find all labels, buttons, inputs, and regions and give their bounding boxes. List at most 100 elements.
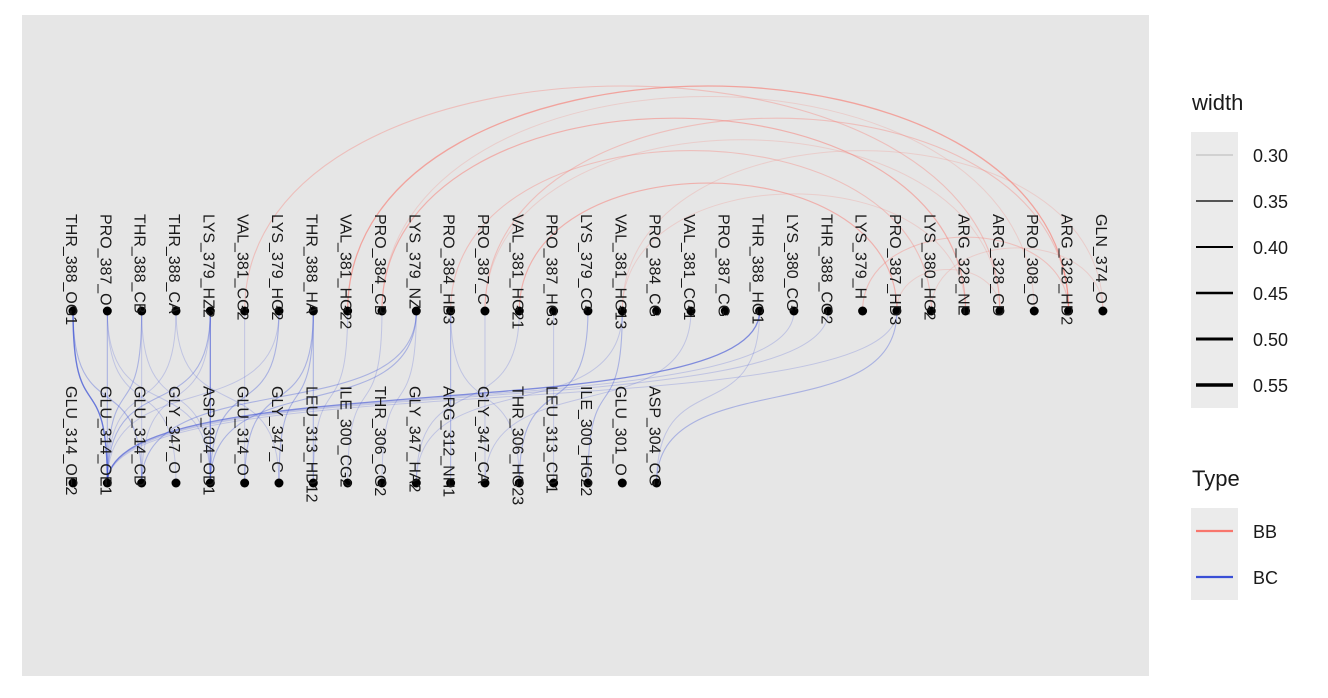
node-gln-374-o xyxy=(1098,306,1108,316)
node-leu-313-cd1 xyxy=(549,478,559,488)
node-label-asp-304-od1: ASP_304_OD1 xyxy=(199,386,216,496)
node-ile-300-cg2 xyxy=(343,478,353,488)
node-lys-379-hg2 xyxy=(274,306,284,316)
bc-edge-pro-387-o-to-gly-347-o xyxy=(106,310,177,484)
bc-edge-lys-379-nz-to-asp-304-od1 xyxy=(209,310,417,484)
node-label-lys-379-h: LYS_379_H xyxy=(852,214,869,299)
node-arg-328-hd2 xyxy=(1064,306,1074,316)
node-glu-314-oe1 xyxy=(102,478,112,488)
node-label-val-381-hg21: VAL_381_HG21 xyxy=(508,214,525,329)
node-label-leu-313-hd12: LEU_313_HD12 xyxy=(302,386,319,503)
node-pro-384-cb xyxy=(377,306,387,316)
node-thr-306-cg2 xyxy=(377,478,387,488)
node-thr-388-cg2 xyxy=(823,306,833,316)
bc-edge-thr-388-hg1-to-glu-314-oe1 xyxy=(106,310,761,484)
type-key-swatches xyxy=(1196,529,1233,579)
bb-edge-val-381-hg22-to-arg-328-hd2 xyxy=(346,85,1070,312)
bb-edge-pro-387-c-to-arg-328-hd2 xyxy=(484,117,1070,312)
node-thr-388-cb xyxy=(137,306,147,316)
bc-edge-lys-380-cg-to-glu-314-oe1 xyxy=(106,310,795,484)
bb-edge-pro-384-cb-to-arg-328-ne xyxy=(381,117,967,312)
bc-edge-pro-387-o-to-asp-304-od1 xyxy=(106,310,211,484)
node-val-381-cg2 xyxy=(240,306,250,316)
node-label-gln-374-o: GLN_374_O xyxy=(1092,214,1109,304)
bc-edge-pro-387-hd3-to-glu-314-oe1 xyxy=(106,310,898,484)
node-asp-304-od1 xyxy=(205,478,215,488)
bc-edge-thr-388-ha-to-glu-314-o xyxy=(244,310,314,484)
bb-edge-lys-380-hg2-to-gln-374-o xyxy=(930,247,1104,312)
node-label-glu-314-oe1: GLU_314_OE1 xyxy=(96,386,113,496)
node-pro-384-hb3 xyxy=(446,306,456,316)
bb-edge-pro-387-hd3-to-arg-328-cd xyxy=(896,269,1001,312)
node-label-lys-379-cg: LYS_379_CG xyxy=(577,214,594,312)
width-key-swatches xyxy=(1196,154,1233,387)
node-label-val-381-hg13: VAL_381_HG13 xyxy=(611,214,628,329)
width-legend-label: 0.35 xyxy=(1253,192,1289,212)
node-leu-313-hd12 xyxy=(308,478,318,488)
edge-layer xyxy=(72,85,1104,484)
node-label-arg-328-hd2: ARG_328_HD2 xyxy=(1058,214,1075,325)
width-legend-label: 0.55 xyxy=(1253,376,1289,396)
node-label-lys-379-nz: LYS_379_NZ xyxy=(405,214,422,309)
node-label-pro-384-cg: PRO_384_CG xyxy=(646,214,663,317)
node-label-pro-387-c: PRO_387_C xyxy=(474,214,491,305)
bb-edge-lys-379-h-to-arg-328-hd2 xyxy=(862,236,1070,312)
type-legend-keys xyxy=(1191,508,1238,600)
node-gly-347-ca xyxy=(480,478,490,488)
node-label-leu-313-cd1: LEU_313_CD1 xyxy=(543,386,560,494)
node-label-lys-379-hg2: LYS_379_HG2 xyxy=(268,214,285,321)
bc-edge-lys-379-cg-to-thr-306-hg23 xyxy=(518,310,589,484)
bc-edge-thr-388-hg1-to-asp-304-cg xyxy=(656,310,761,484)
node-label-thr-388-ha: THR_388_HA xyxy=(302,214,319,314)
bb-edge-pro-384-cb-to-pro-308-o xyxy=(381,96,1035,312)
node-pro-387-o xyxy=(102,306,112,316)
bc-edge-val-381-cg1-to-gly-347-ca xyxy=(484,310,692,484)
node-label-gly-347-c: GLY_347_C xyxy=(268,386,285,473)
node-label-thr-388-ca: THR_388_CA xyxy=(165,214,182,314)
legend: width 0.30 0.35 0.40 0.45 0.50 0.55 Type… xyxy=(1180,90,1320,610)
node-lys-380-cg xyxy=(789,306,799,316)
node-lys-379-cg xyxy=(583,306,593,316)
width-legend-label: 0.40 xyxy=(1253,238,1289,258)
node-pro-384-cg xyxy=(652,306,662,316)
bb-edge-val-381-cg2-to-arg-328-cd xyxy=(244,85,1001,312)
node-label-pro-387-o: PRO_387_O xyxy=(96,214,113,306)
node-arg-312-nh1 xyxy=(446,478,456,488)
node-thr-388-hg1 xyxy=(755,306,765,316)
bc-edge-lys-379-nz-to-thr-306-cg2 xyxy=(381,310,417,484)
legend-title-type: Type xyxy=(1192,466,1240,491)
node-label-gly-347-ca: GLY_347_CA xyxy=(474,386,491,484)
node-label-thr-388-cg2: THR_388_CG2 xyxy=(817,214,834,324)
bc-edge-thr-388-ca-to-gly-347-c xyxy=(175,310,280,484)
bc-edge-val-381-hg13-to-gly-347-ha2 xyxy=(415,310,623,484)
type-legend-label-bb: BB xyxy=(1253,522,1278,542)
node-label-thr-388-hg1: THR_388_HG1 xyxy=(749,214,766,324)
width-legend-label: 0.30 xyxy=(1253,146,1289,166)
bc-edge-pro-387-hd3-to-asp-304-cg xyxy=(656,310,898,484)
bb-edge-val-381-hg21-to-pro-387-hd3 xyxy=(518,182,898,312)
node-label-val-381-cg1: VAL_381_CG1 xyxy=(680,214,697,321)
node-layer xyxy=(68,306,1108,488)
node-arg-328-cd xyxy=(995,306,1005,316)
node-val-381-hg21 xyxy=(514,306,524,316)
node-val-381-cg1 xyxy=(686,306,696,316)
node-lys-379-hz2 xyxy=(205,306,215,316)
node-val-381-hg13 xyxy=(617,306,627,316)
node-ile-300-hg22 xyxy=(583,478,593,488)
node-lys-379-nz xyxy=(411,306,421,316)
node-asp-304-cg xyxy=(652,478,662,488)
label-layer: THR_388_OG1 PRO_387_O THR_388_CB THR_388_CA… xyxy=(62,214,1109,505)
node-label-lys-379-hz2: LYS_379_HZ2 xyxy=(199,214,216,318)
bb-edge-pro-384-hb3-to-lys-380-hg2 xyxy=(450,150,932,312)
node-pro-387-cg xyxy=(720,306,730,316)
legend-title-width: width xyxy=(1192,90,1244,115)
node-label-thr-306-hg23: THR_306_HG23 xyxy=(508,386,525,505)
node-pro-387-c xyxy=(480,306,490,316)
node-glu-314-cd xyxy=(137,478,147,488)
bc-edge-lys-379-hz2-to-glu-314-cd xyxy=(141,310,211,484)
node-label-asp-304-cg: ASP_304_CG xyxy=(646,386,663,487)
node-label-pro-387-hg3: PRO_387_HG3 xyxy=(543,214,560,326)
bb-edge-pro-387-c-to-arg-328-cd xyxy=(484,139,1001,312)
node-label-thr-306-cg2: THR_306_CG2 xyxy=(371,386,388,496)
